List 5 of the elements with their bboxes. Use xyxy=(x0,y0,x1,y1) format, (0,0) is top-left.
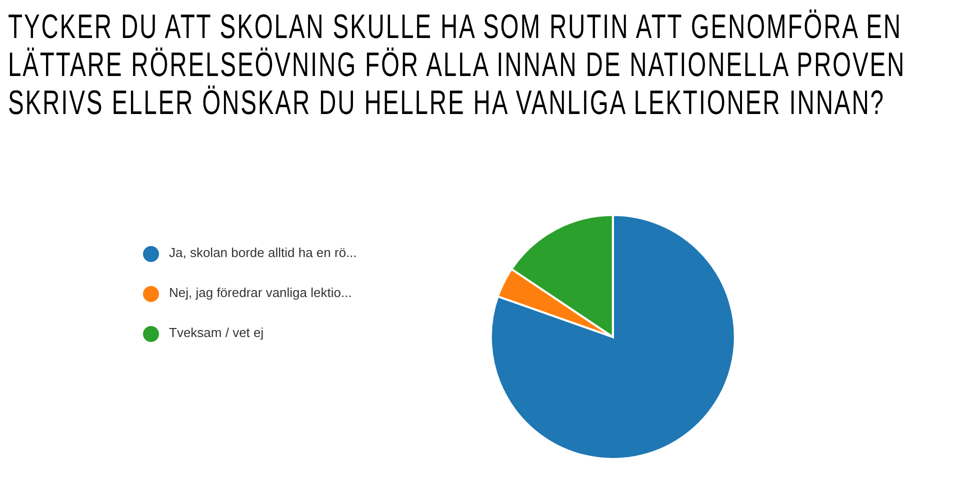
legend-label: Nej, jag föredrar vanliga lektio... xyxy=(169,285,352,300)
legend-label: Tveksam / vet ej xyxy=(169,325,264,340)
legend-label: Ja, skolan borde alltid ha en rö... xyxy=(169,245,357,260)
chart-title: TYCKER DU ATT SKOLAN SKULLE HA SOM RUTIN ATT GENOMFÖRA EN LÄTTARE RÖRELSEÖVNING FÖR ALLA INNAN DE NATIONELLA PROVEN SKRIVS ELLER ÖNSKAR DU HELLRE HA VANLIGA LEKTIONER INNAN? xyxy=(8,8,907,122)
pie-slice xyxy=(490,214,736,460)
